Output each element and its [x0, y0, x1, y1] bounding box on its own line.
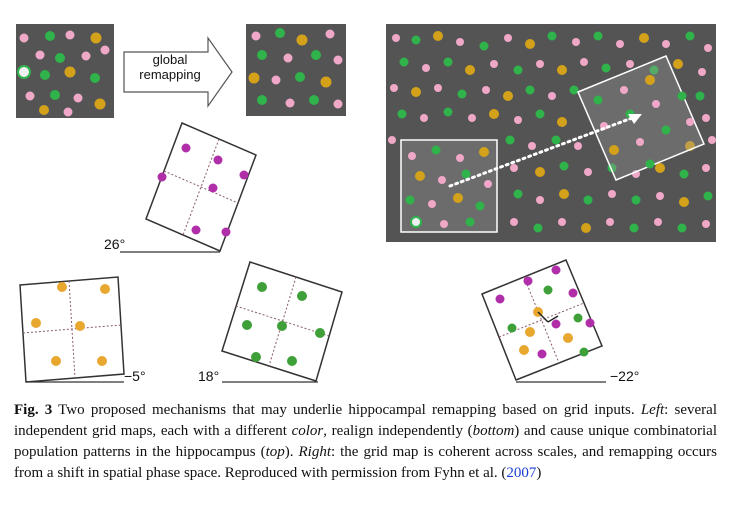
citation-year-link[interactable]: 2007	[506, 465, 537, 481]
caption-text-2: : several independent grid maps, each wi…	[14, 402, 717, 439]
caption-text-3: , realign independently (	[323, 423, 473, 439]
caption-fig-label: Fig. 3	[14, 402, 53, 418]
caption-text-7: )	[536, 465, 542, 481]
field-large-bg	[386, 24, 716, 242]
caption-color-word: color	[291, 423, 324, 439]
angle-label-minus5: −5°	[124, 368, 146, 384]
angle-label-minus22: −22°	[610, 368, 640, 384]
grid-map-minus5	[19, 276, 125, 383]
caption-text-5: ).	[284, 444, 299, 460]
caption-left-label: Left	[640, 402, 665, 418]
remapping-arrow	[123, 36, 233, 108]
field-large-dots	[388, 31, 716, 233]
grid-map-minus22	[481, 259, 606, 383]
angle-label-18: 18°	[198, 368, 220, 384]
caption-bottom-word: bottom	[472, 423, 515, 439]
field-after-dots	[248, 28, 343, 109]
grid-map-18	[221, 261, 343, 383]
arrow-label-line2: remapping	[139, 67, 201, 82]
arrow-label-line1: global	[152, 52, 188, 67]
phase-shift-arrow	[448, 114, 642, 188]
caption-text-4: ) and cause unique combinatorial populat…	[14, 423, 717, 460]
caption-text-6: : the grid map is coherent across scales…	[14, 444, 717, 481]
figure-caption: Fig. 3 Two proposed mechanisms that may …	[14, 400, 717, 484]
angle-label-26: 26°	[104, 236, 126, 252]
caption-text-1: Two proposed mechanisms that may underli…	[52, 402, 641, 418]
caption-top-word: top	[265, 444, 285, 460]
grid-map-26	[120, 121, 257, 253]
phase-box-shifted	[577, 55, 705, 181]
remapping-arrow-label: global remapping	[128, 52, 212, 82]
caption-right-label: Right	[298, 444, 331, 460]
field-before-dots	[17, 30, 110, 117]
